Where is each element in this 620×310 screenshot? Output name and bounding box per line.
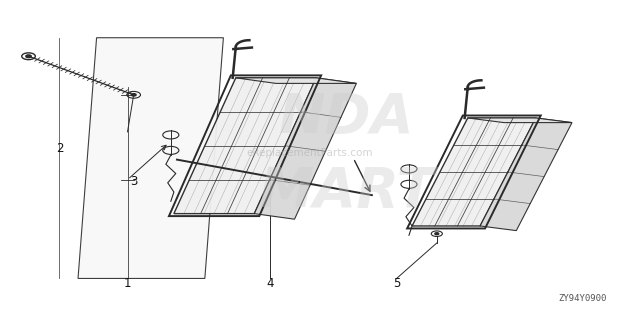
Text: 4: 4 [266, 277, 273, 290]
Polygon shape [480, 118, 572, 231]
Polygon shape [254, 78, 356, 219]
Text: ZY94Y0900: ZY94Y0900 [559, 294, 607, 303]
Text: NDA: NDA [279, 91, 415, 145]
Polygon shape [236, 78, 356, 83]
Polygon shape [467, 118, 572, 122]
Polygon shape [174, 78, 316, 214]
Text: MART: MART [259, 165, 435, 219]
Circle shape [26, 55, 31, 58]
Circle shape [435, 233, 439, 235]
Text: 3: 3 [130, 175, 138, 188]
Text: 5: 5 [393, 277, 401, 290]
Polygon shape [412, 118, 536, 226]
Polygon shape [78, 38, 223, 278]
Text: 2: 2 [56, 142, 63, 155]
Text: 1: 1 [124, 277, 131, 290]
Text: eReplacementParts.com: eReplacementParts.com [247, 148, 373, 158]
Circle shape [131, 94, 136, 96]
